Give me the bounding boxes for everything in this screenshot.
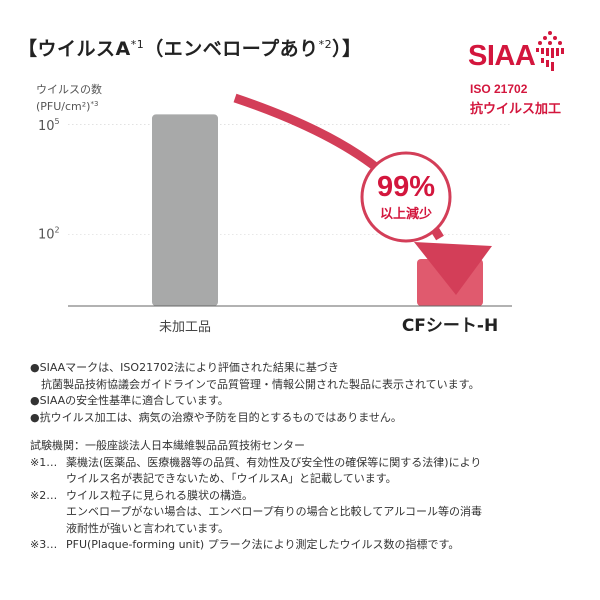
reduction-text: 以上減少	[380, 206, 432, 222]
arrow-head-icon	[414, 242, 492, 295]
chart-title: 【ウイルスA*1（エンベロープあり*2）】	[18, 34, 362, 61]
footnote-line: ウイルス名が表記できないため、「ウイルスA」と記載しています。	[66, 472, 397, 485]
footnote-line: 液耐性が強いと言われています。	[66, 521, 230, 535]
siaa-logo-text: SIAA	[468, 40, 536, 72]
title-end: ）】	[332, 38, 362, 60]
title-main: 【ウイルスA	[18, 38, 131, 60]
y-tick-label: 105	[38, 117, 60, 134]
x-tick-label: CFシート-H	[402, 316, 498, 336]
y-axis-unit: (PFU/cm²)	[36, 100, 91, 113]
title-mid: （エンベロープあり	[144, 38, 319, 60]
chart-area: 105 102 未加工品 CFシート-H 99% 以上減少	[38, 93, 512, 336]
gridline	[68, 124, 512, 126]
y-axis-footnote: *3	[90, 100, 99, 108]
siaa-badge: SIAA ISO 21702 抗ウイルス加工	[468, 30, 578, 122]
footnote-mark: ※3…	[30, 538, 58, 551]
y-tick-label: 102	[38, 226, 60, 243]
footnote-3: ※3… PFU(Plaque-forming unit) プラーク法により測定し…	[30, 537, 590, 554]
footnote-mark: ※1…	[30, 455, 58, 469]
footnote-line: PFU(Plaque-forming unit) プラーク法により測定したウイル…	[66, 538, 460, 551]
footnote-line: ウイルス粒子に見られる膜状の構造。	[66, 488, 253, 502]
y-axis-label-text: ウイルスの数	[36, 83, 102, 96]
note-siaa: ●SIAAマークは、ISO21702法により評価された結果に基づき	[30, 361, 339, 374]
note-siaa-cont: 抗菌製品技術協議会ガイドラインで品質管理・情報公開された製品に表示されています。	[41, 377, 480, 391]
note-disclaimer: ●抗ウイルス加工は、病気の治療や予防を目的とするものではありません。	[30, 410, 402, 424]
footnote-1: ※1… 薬機法(医薬品、医療機器等の品質、有効性及び安全性の確保等に関する法律)…	[30, 455, 590, 488]
footnote-2: ※2… ウイルス粒子に見られる膜状の構造。エンベロープがない場合は、エンベロープ…	[30, 488, 590, 538]
reduction-value: 99%	[377, 171, 435, 203]
bar-untreated	[152, 114, 218, 306]
title-footnote-2: *2	[318, 38, 333, 51]
y-axis-label: ウイルスの数 (PFU/cm²)*3	[36, 82, 102, 114]
footnote-line: エンベロープがない場合は、エンベロープ有りの場合と比較してアルコール等の消毒	[66, 505, 483, 518]
siaa-process: 抗ウイルス加工	[470, 102, 562, 117]
reduction-arrow: 99% 以上減少	[233, 93, 492, 295]
notes-section: ●SIAAマークは、ISO21702法により評価された結果に基づき 抗菌製品技術…	[30, 360, 590, 554]
footnote-mark: ※2…	[30, 488, 58, 502]
footnote-line: 薬機法(医薬品、医療機器等の品質、有効性及び安全性の確保等に関する法律)により	[66, 455, 482, 469]
siaa-standard: ISO 21702	[470, 82, 528, 96]
title-footnote-1: *1	[130, 38, 145, 51]
testing-org: 試験機関：一般座談法人日本繊維製品品質技術センター	[30, 439, 305, 452]
reduction-badge	[360, 151, 452, 243]
gridline	[68, 233, 512, 235]
siaa-mark-icon	[536, 31, 564, 71]
x-tick-label: 未加工品	[159, 320, 211, 335]
note-safety: ●SIAAの安全性基準に適合しています。	[30, 394, 229, 407]
